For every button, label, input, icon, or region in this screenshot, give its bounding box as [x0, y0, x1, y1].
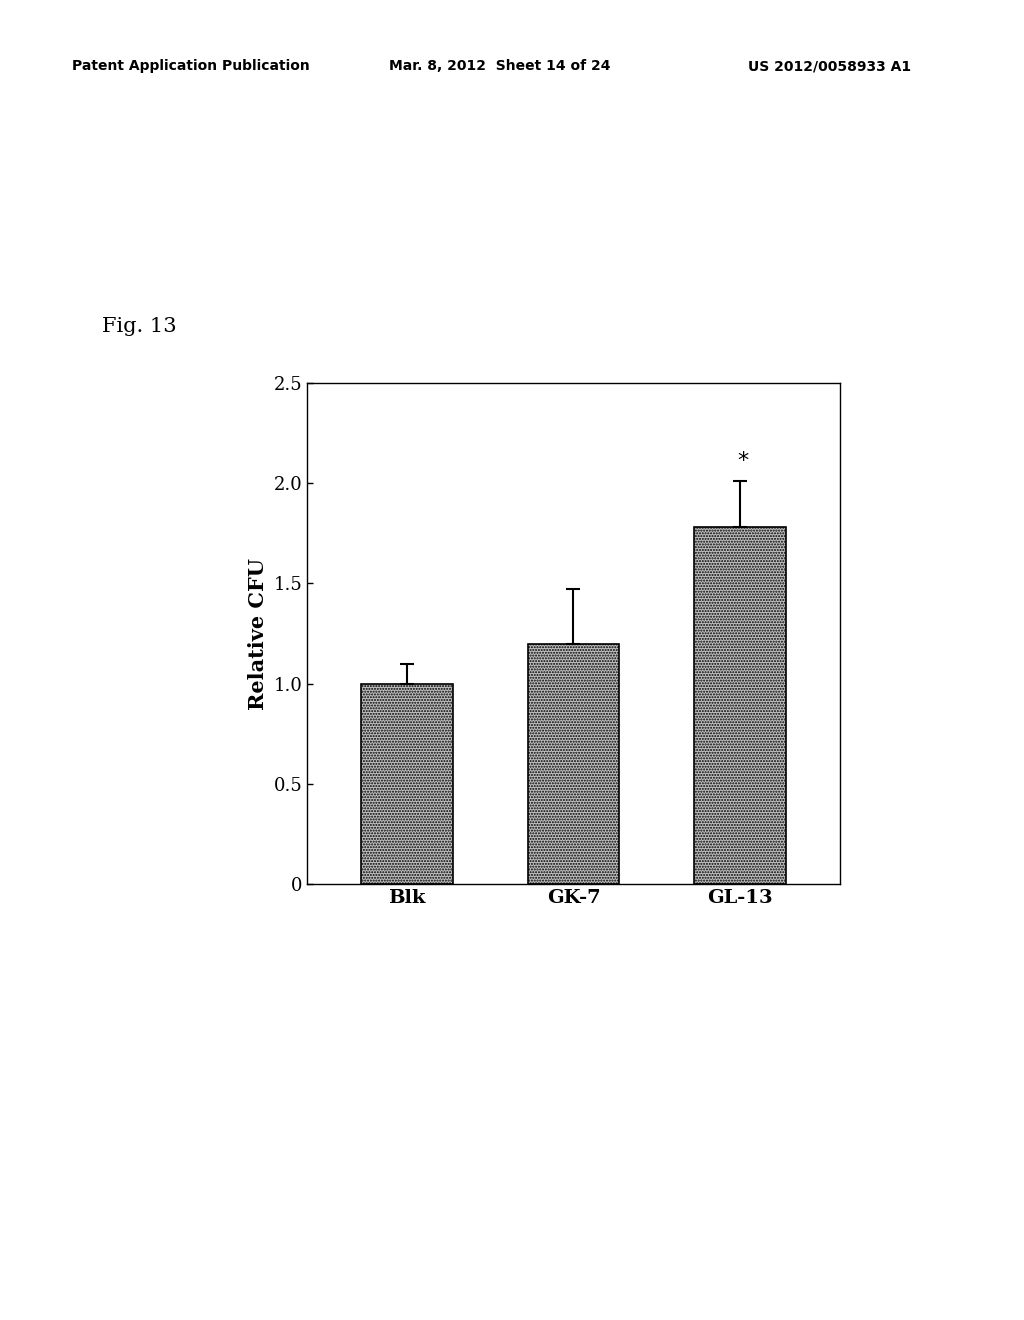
Y-axis label: Relative CFU: Relative CFU	[248, 557, 268, 710]
Text: Mar. 8, 2012  Sheet 14 of 24: Mar. 8, 2012 Sheet 14 of 24	[389, 59, 610, 74]
Text: Patent Application Publication: Patent Application Publication	[72, 59, 309, 74]
Bar	[361, 684, 453, 884]
Text: Fig. 13: Fig. 13	[102, 317, 177, 335]
Text: US 2012/0058933 A1: US 2012/0058933 A1	[748, 59, 910, 74]
Bar	[527, 644, 620, 884]
Text: *: *	[737, 451, 749, 471]
Bar	[694, 527, 785, 884]
